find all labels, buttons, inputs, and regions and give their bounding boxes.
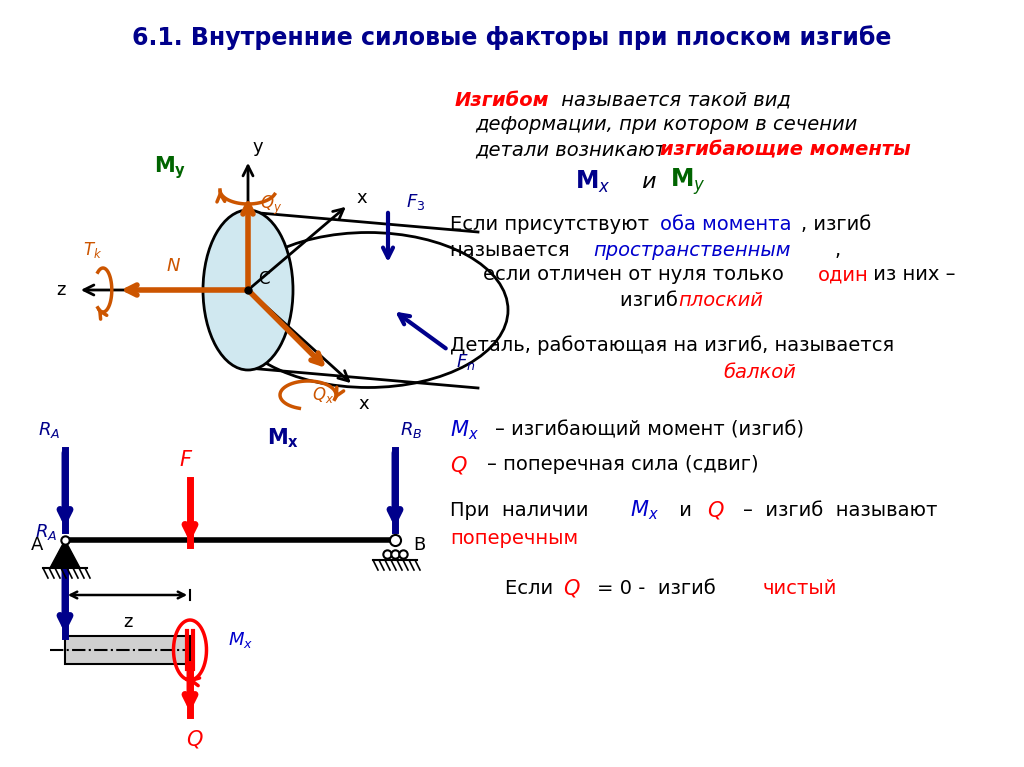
Text: изгиб: изгиб bbox=[620, 291, 684, 310]
Text: C: C bbox=[258, 270, 269, 288]
Text: детали возникают: детали возникают bbox=[475, 140, 672, 160]
Text: $\mathit{Q}$: $\mathit{Q}$ bbox=[707, 499, 725, 521]
Text: и: и bbox=[673, 501, 698, 519]
Text: деформации, при котором в сечении: деформации, при котором в сечении bbox=[475, 116, 857, 134]
Text: $F_3$: $F_3$ bbox=[406, 192, 425, 212]
Text: $\mathbf{M_x}$: $\mathbf{M_x}$ bbox=[267, 426, 299, 449]
Text: , изгиб: , изгиб bbox=[801, 216, 871, 235]
Text: $N$: $N$ bbox=[166, 257, 180, 275]
Text: $Q_x$: $Q_x$ bbox=[312, 385, 334, 405]
Text: y: y bbox=[253, 138, 263, 156]
Text: из них –: из них – bbox=[867, 265, 955, 285]
Text: – изгибающий момент (изгиб): – изгибающий момент (изгиб) bbox=[495, 420, 804, 439]
Text: изгибающие моменты: изгибающие моменты bbox=[660, 140, 910, 160]
Text: $Q$: $Q$ bbox=[186, 728, 204, 750]
Bar bbox=[65, 636, 190, 664]
Text: –  изгиб  называют: – изгиб называют bbox=[743, 501, 938, 519]
Text: z: z bbox=[123, 613, 132, 631]
Text: $\mathit{M}_x$: $\mathit{M}_x$ bbox=[630, 499, 658, 522]
Text: x: x bbox=[356, 189, 367, 207]
Text: $\mathbf{M_y}$: $\mathbf{M_y}$ bbox=[154, 155, 186, 182]
Text: если отличен от нуля только: если отличен от нуля только bbox=[483, 265, 791, 285]
Text: называется: называется bbox=[450, 241, 575, 259]
Text: $\mathit{M}_x$: $\mathit{M}_x$ bbox=[450, 418, 479, 442]
Text: $R_B$: $R_B$ bbox=[400, 420, 422, 440]
Text: пространственным: пространственным bbox=[593, 241, 791, 259]
Text: z: z bbox=[56, 281, 66, 299]
Text: $\mathit{Q}$: $\mathit{Q}$ bbox=[450, 454, 468, 476]
Text: Изгибом: Изгибом bbox=[455, 91, 550, 110]
Text: $M_x$: $M_x$ bbox=[228, 630, 253, 650]
Text: $Q_y$: $Q_y$ bbox=[260, 193, 282, 216]
Text: Если присутствуют: Если присутствуют bbox=[450, 216, 655, 235]
Text: называется такой вид: называется такой вид bbox=[555, 91, 791, 110]
Polygon shape bbox=[50, 540, 80, 568]
Text: оба момента: оба момента bbox=[660, 216, 792, 235]
Text: чистый: чистый bbox=[763, 578, 838, 597]
Text: = 0 -  изгиб: = 0 - изгиб bbox=[597, 578, 722, 597]
Text: $T_k$: $T_k$ bbox=[83, 240, 102, 260]
Text: A: A bbox=[31, 536, 43, 554]
Text: $\mathit{Q}$: $\mathit{Q}$ bbox=[563, 577, 581, 599]
Text: $F$: $F$ bbox=[179, 450, 194, 470]
Text: x: x bbox=[358, 395, 369, 413]
Text: – поперечная сила (сдвиг): – поперечная сила (сдвиг) bbox=[487, 456, 759, 475]
Text: Деталь, работающая на изгиб, называется: Деталь, работающая на изгиб, называется bbox=[450, 335, 894, 355]
Text: При  наличии: При наличии bbox=[450, 501, 601, 519]
Text: поперечным: поперечным bbox=[450, 528, 579, 548]
Ellipse shape bbox=[203, 210, 293, 370]
Text: и: и bbox=[635, 172, 664, 192]
Text: $R_A$: $R_A$ bbox=[38, 420, 60, 440]
Text: ,: , bbox=[835, 241, 841, 259]
Text: $F_n$: $F_n$ bbox=[456, 352, 475, 372]
Text: 6.1. Внутренние силовые факторы при плоском изгибе: 6.1. Внутренние силовые факторы при плос… bbox=[132, 25, 892, 51]
Text: один: один bbox=[818, 265, 868, 285]
Text: $\mathbf{M}_x$: $\mathbf{M}_x$ bbox=[575, 169, 610, 195]
Text: Если: Если bbox=[505, 578, 559, 597]
Text: балкой: балкой bbox=[723, 363, 796, 381]
Text: плоский: плоский bbox=[678, 291, 763, 310]
Text: $R_A$: $R_A$ bbox=[35, 522, 57, 542]
Text: $\mathbf{M}_y$: $\mathbf{M}_y$ bbox=[670, 166, 706, 197]
Text: B: B bbox=[413, 536, 425, 554]
